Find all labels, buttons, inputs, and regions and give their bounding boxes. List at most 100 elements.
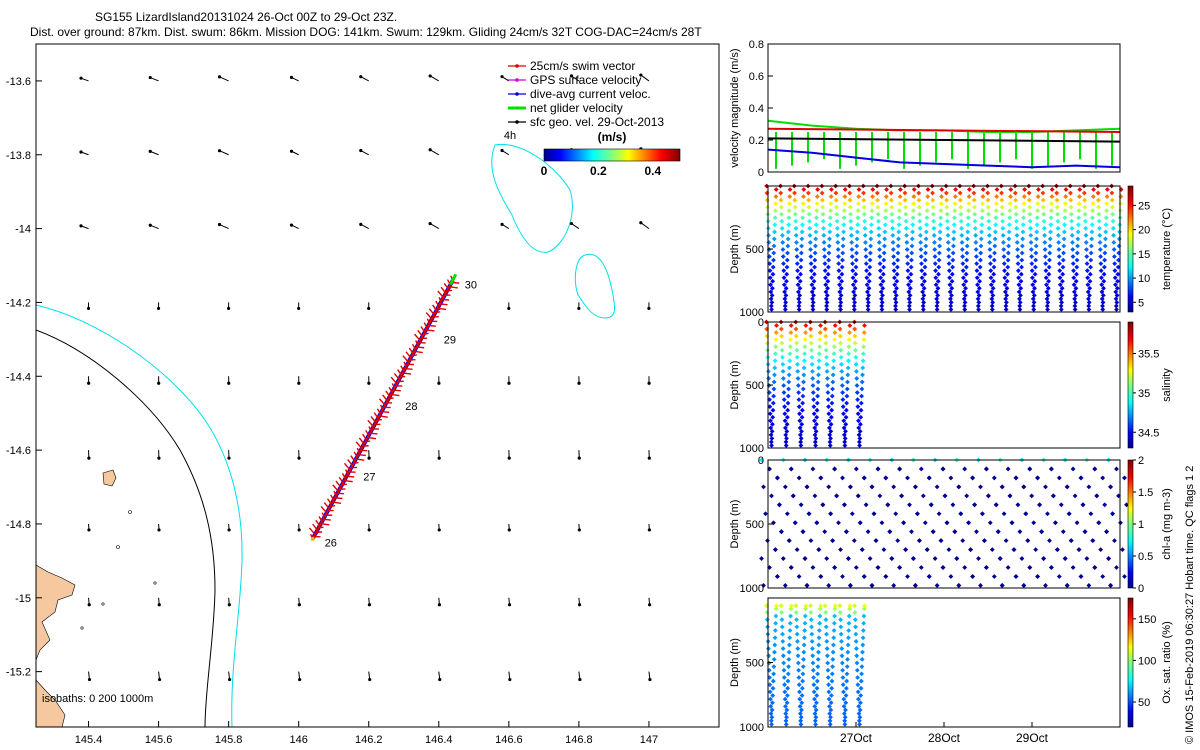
velocity-vector-head [79, 224, 83, 228]
profile-sample-point [817, 613, 823, 619]
profile-sample-point [834, 493, 839, 499]
profile-sample-point [782, 289, 787, 295]
profile-sample-point [937, 229, 943, 235]
profile-sample-point [1008, 187, 1014, 192]
profile-sample-point [778, 326, 784, 332]
profile-sample-point [795, 289, 801, 295]
profile-sample-point [1058, 502, 1064, 508]
velocity-vector [219, 150, 229, 156]
profile-sample-point [889, 556, 895, 561]
profile-sample-point [771, 657, 777, 662]
profile-sample-point [784, 436, 789, 441]
panel-colorbar [1127, 321, 1134, 449]
profile-sample-point [1072, 493, 1078, 499]
profile-sample-point [923, 250, 928, 256]
profile-sample-point [787, 344, 793, 350]
profile-sample-point [814, 700, 819, 706]
colorbar-tick-label: 50 [1138, 697, 1150, 709]
profile-sample-point [769, 292, 775, 298]
profile-sample-point [1085, 282, 1091, 288]
profile-sample-point [1063, 187, 1069, 192]
profile-sample-point [861, 475, 867, 481]
profile-sample-point [781, 261, 786, 267]
profile-sample-point [864, 268, 869, 274]
swim-vector [347, 459, 353, 466]
profile-sample-point [772, 372, 777, 378]
profile-sample-point [825, 285, 830, 291]
profile-sample-point [859, 664, 865, 670]
profile-sample-point [795, 653, 801, 659]
legend-label: sfc geo. vel. 29-Oct-2013 [530, 115, 664, 129]
profile-sample-point [764, 340, 770, 346]
profile-sample-point [1120, 547, 1125, 552]
profile-sample-point [808, 326, 814, 332]
profile-sample-point [972, 218, 978, 224]
profile-sample-point [883, 194, 889, 199]
profile-sample-point [961, 275, 966, 281]
velocity-vector-head [217, 75, 222, 79]
profile-sample-point [1116, 243, 1122, 249]
profile-sample-point [979, 208, 985, 214]
profile-sample-point [801, 649, 807, 655]
profile-sample-point [977, 278, 983, 284]
velocity-vector [219, 76, 229, 82]
profile-sample-point [1088, 264, 1093, 270]
colorbar-title: Ox. sat. ratio (%) [1161, 621, 1173, 704]
profile-sample-point [832, 323, 838, 328]
profile-sample-point [830, 657, 836, 662]
profile-sample-point [796, 303, 802, 309]
profile-sample-point [1035, 201, 1041, 207]
profile-sample-point [1049, 201, 1055, 207]
profile-sample-point [918, 565, 924, 570]
profile-sample-point [845, 657, 850, 662]
profile-sample-point [1068, 211, 1074, 217]
profile-sample-point [1048, 208, 1054, 214]
velocity-vector [429, 149, 440, 156]
profile-sample-point [863, 247, 869, 252]
profile-sample-point [797, 418, 803, 424]
map-x-tick-label: 145.8 [215, 734, 243, 746]
profile-sample-point [974, 275, 980, 281]
profile-sample-point [813, 243, 818, 249]
profile-sample-point [1032, 264, 1038, 270]
profile-sample-point [870, 194, 875, 199]
profile-sample-point [838, 617, 843, 623]
profile-sample-point [1037, 502, 1042, 508]
profile-sample-point [893, 292, 899, 298]
profile-sample-point [835, 240, 841, 245]
profile-sample-point [854, 383, 860, 388]
profile-sample-point [811, 675, 816, 680]
profile-sample-point [879, 300, 885, 305]
profile-sample-point [847, 484, 853, 490]
panel-colorbar [1127, 459, 1134, 589]
profile-sample-point [905, 268, 911, 274]
velocity-vector-head [87, 456, 91, 460]
profile-sample-point [882, 229, 888, 235]
profile-sample-point [811, 397, 816, 403]
swim-vector [343, 462, 351, 471]
profile-sample-point [806, 211, 812, 217]
profile-sample-point [856, 418, 861, 424]
profile-sample-point [796, 675, 802, 680]
profile-sample-point [836, 261, 842, 267]
profile-sample-point [879, 520, 885, 526]
profile-sample-point [812, 250, 818, 256]
profile-sample-point [809, 275, 815, 281]
profile-sample-point [1021, 208, 1027, 214]
velocity-vector-head [569, 221, 574, 226]
profile-sample-point [817, 330, 823, 335]
profile-sample-point [920, 493, 926, 499]
profile-sample-point [788, 606, 794, 612]
reef-outline [101, 602, 105, 606]
profile-sample-point [843, 421, 849, 427]
profile-sample-point [868, 236, 874, 242]
profile-sample-point [962, 292, 968, 298]
profile-sample-point [768, 303, 774, 309]
profile-sample-point [847, 583, 853, 588]
profile-sample-point [895, 250, 901, 256]
profile-sample-point [810, 466, 816, 472]
panel-x-tick-label: 27Oct [840, 731, 873, 745]
profile-sample-point [811, 404, 817, 410]
profile-sample-point [797, 696, 803, 702]
profile-sample-point [797, 300, 802, 305]
